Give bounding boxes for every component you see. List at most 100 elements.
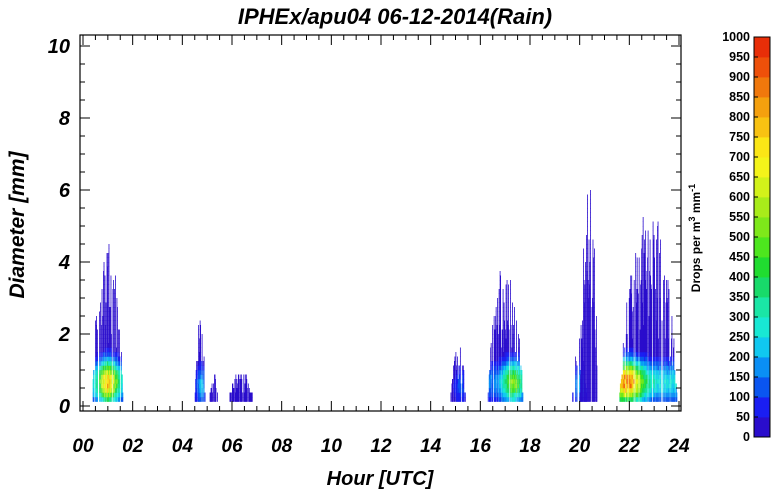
rain-cell xyxy=(497,365,499,371)
rain-cell xyxy=(456,379,457,384)
rain-cell xyxy=(640,311,642,317)
rain-cell xyxy=(631,383,633,389)
rain-cell xyxy=(660,329,661,335)
rain-cell xyxy=(647,284,649,290)
rain-cell xyxy=(591,374,593,380)
rain-cell xyxy=(109,347,110,353)
rain-cell xyxy=(652,293,654,299)
rain-cell xyxy=(649,271,651,276)
rain-cell xyxy=(594,352,595,357)
rain-cell xyxy=(588,271,590,276)
rain-cell xyxy=(596,397,598,402)
rain-cell xyxy=(236,397,238,402)
rain-cell xyxy=(579,383,581,389)
rain-cell xyxy=(518,338,519,344)
rain-cell xyxy=(641,334,643,339)
rain-cell xyxy=(651,352,652,357)
rain-cell xyxy=(650,338,651,344)
rain-cell xyxy=(656,284,657,290)
rain-cell xyxy=(635,356,637,362)
rain-cell xyxy=(113,356,114,362)
rain-cell xyxy=(651,392,652,398)
rain-cell xyxy=(249,397,251,402)
rain-cell xyxy=(645,365,647,371)
rain-cell xyxy=(588,352,589,357)
rain-cell xyxy=(501,370,503,375)
rain-cell xyxy=(104,280,106,285)
rain-cell xyxy=(108,356,110,362)
rain-cell xyxy=(594,392,596,398)
rain-cell xyxy=(593,316,594,321)
rain-cell xyxy=(592,383,594,389)
rain-cell xyxy=(655,383,657,389)
rain-cell xyxy=(491,370,493,375)
rain-cell xyxy=(586,347,587,353)
rain-cell xyxy=(121,374,122,380)
rain-cell xyxy=(102,383,104,389)
rain-cell xyxy=(633,338,635,344)
rain-cell xyxy=(112,338,114,344)
rain-cell xyxy=(230,397,231,402)
rain-cell xyxy=(587,302,589,308)
rain-cell xyxy=(637,352,639,357)
rain-cell xyxy=(592,356,593,362)
rain-cell xyxy=(502,370,503,375)
rain-cell xyxy=(235,388,237,393)
rain-cell xyxy=(237,392,239,398)
rain-cell xyxy=(644,347,646,353)
rain-cell xyxy=(664,338,665,344)
rain-cell xyxy=(494,347,496,353)
rain-cell xyxy=(490,365,492,371)
rain-cell xyxy=(637,302,639,308)
rain-cell xyxy=(636,388,638,393)
rain-cell xyxy=(652,361,654,366)
rain-cell xyxy=(590,235,591,240)
rain-cell xyxy=(497,334,499,339)
rain-cell xyxy=(581,347,583,353)
rain-cell xyxy=(516,379,517,384)
rain-cell xyxy=(502,311,504,317)
rain-cell xyxy=(101,347,102,353)
rain-cell xyxy=(107,293,108,299)
rain-cell xyxy=(640,289,642,294)
rain-cell xyxy=(454,379,455,384)
rain-cell xyxy=(593,397,594,402)
rain-cell xyxy=(589,293,590,299)
rain-cell xyxy=(657,370,658,375)
rain-cell xyxy=(664,356,665,362)
rain-cell xyxy=(108,266,110,272)
rain-cell xyxy=(505,325,507,330)
rain-cell xyxy=(194,397,196,402)
rain-cell xyxy=(512,347,514,353)
rain-cell xyxy=(119,397,120,402)
rain-cell xyxy=(657,226,659,231)
rain-cell xyxy=(111,334,112,339)
rain-cell xyxy=(489,370,491,375)
rain-cell xyxy=(96,388,97,393)
rain-cell xyxy=(112,365,114,371)
rain-cell xyxy=(115,361,117,366)
rain-cell xyxy=(666,352,668,357)
rain-cell xyxy=(645,325,647,330)
rain-cell xyxy=(584,343,585,348)
rain-cell xyxy=(671,379,672,384)
rain-cell xyxy=(512,379,513,384)
rain-cell xyxy=(631,374,633,380)
rain-cell xyxy=(585,365,586,371)
rain-cell xyxy=(588,347,590,353)
rain-cell xyxy=(666,356,667,362)
rain-cell xyxy=(590,244,591,249)
rain-cell xyxy=(643,311,645,317)
rain-cell xyxy=(637,320,639,326)
rain-cell xyxy=(638,343,640,348)
rain-cell xyxy=(113,397,114,402)
rain-cell xyxy=(669,397,670,402)
rain-cell xyxy=(655,374,657,380)
rain-cell xyxy=(592,329,593,335)
rain-cell xyxy=(504,320,505,326)
rain-cell xyxy=(580,352,582,357)
rain-cell xyxy=(638,370,640,375)
rain-cell xyxy=(505,379,507,384)
rain-cell xyxy=(624,383,626,389)
rain-cell xyxy=(655,347,657,353)
